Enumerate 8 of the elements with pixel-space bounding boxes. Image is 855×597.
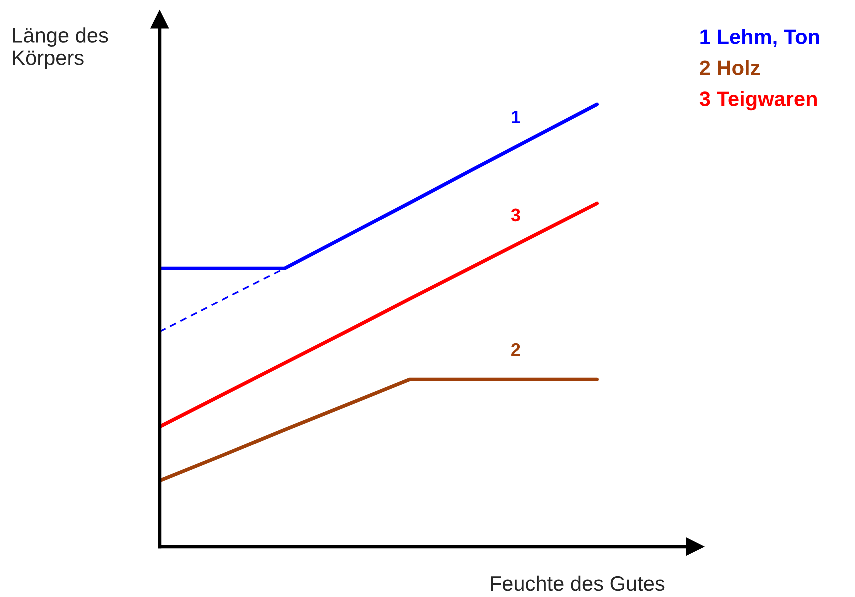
x-axis-title: Feuchte des Gutes — [491, 576, 665, 592]
text: 3 Teigwaren — [700, 91, 817, 111]
series-label: 2 — [512, 343, 520, 356]
text: 1 Lehm, Ton — [700, 29, 820, 48]
text: 2 Holz — [700, 60, 760, 76]
y-axis-title: Länge des Körpers — [13, 28, 108, 70]
series-label: 1 — [512, 111, 520, 124]
series-label: 3 — [511, 208, 520, 222]
